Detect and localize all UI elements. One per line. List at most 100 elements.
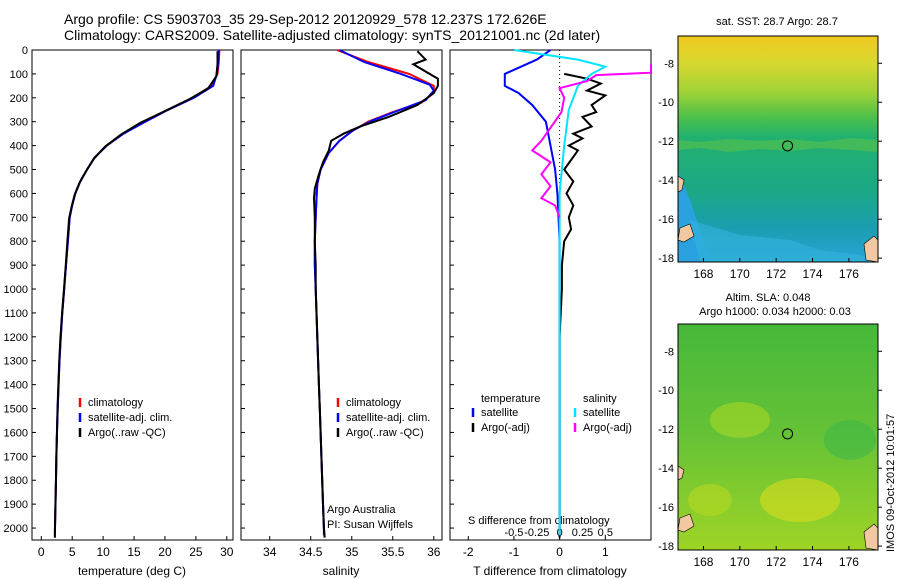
salinity-panel bbox=[240, 49, 443, 541]
x-tick-label: 0 bbox=[556, 545, 563, 559]
temperature-panel bbox=[31, 49, 234, 541]
map-y-tick-label: -14 bbox=[658, 175, 674, 187]
difference-xlabel: T difference from climatology bbox=[473, 564, 627, 578]
legend-satellite-adj: satellite-adj. clim. bbox=[346, 412, 430, 424]
map-x-tick-label: 170 bbox=[730, 267, 750, 281]
series-line-argo-adj- bbox=[558, 72, 608, 538]
y-tick-label: 1100 bbox=[4, 308, 28, 320]
y-tick-label: 1400 bbox=[4, 380, 28, 392]
legend-header-salinity: salinity bbox=[583, 393, 617, 405]
legend-climatology: climatology bbox=[346, 397, 402, 409]
map-y-tick-label: -12 bbox=[658, 424, 674, 436]
map-y-tick-label: -10 bbox=[658, 385, 674, 397]
y-tick-label: 400 bbox=[10, 141, 28, 153]
map-y-tick-label: -18 bbox=[658, 253, 674, 265]
y-tick-label: 100 bbox=[10, 69, 28, 81]
y-tick-label: 500 bbox=[10, 165, 28, 177]
y-tick-label: 900 bbox=[10, 260, 28, 272]
series-line-satellite-adj-clim- bbox=[313, 49, 436, 536]
argo-position-marker bbox=[782, 140, 794, 152]
series-line-climatology bbox=[313, 49, 435, 538]
s-tick-label: 0.25 bbox=[572, 527, 593, 539]
map-x-tick-label: 172 bbox=[766, 267, 786, 281]
series-line-satellite-adj-clim- bbox=[53, 49, 220, 536]
y-tick-label: 1700 bbox=[4, 451, 28, 463]
legend-t-satellite: satellite bbox=[481, 407, 518, 419]
temperature-legend: climatology satellite-adj. clim. Argo(..… bbox=[78, 397, 172, 439]
y-tick-label: 1600 bbox=[4, 427, 28, 439]
y-tick-label: 1800 bbox=[4, 475, 28, 487]
x-tick-label: 10 bbox=[96, 545, 110, 559]
series-line-argo-raw-qc- bbox=[312, 50, 439, 538]
series-line-argo-adj- bbox=[530, 64, 652, 218]
y-tick-label: 600 bbox=[10, 188, 28, 200]
figure-title-line2: Climatology: CARS2009. Satellite-adjuste… bbox=[64, 27, 601, 43]
map-y-tick-label: -16 bbox=[658, 502, 674, 514]
map-x-tick-label: 168 bbox=[693, 267, 713, 281]
credit-pi: PI: Susan Wijffels bbox=[327, 519, 413, 531]
y-tick-label: 2000 bbox=[4, 523, 28, 535]
sst-map bbox=[677, 35, 879, 263]
x-tick-label: 34 bbox=[263, 545, 277, 559]
figure-title-line1: Argo profile: CS 5903703_35 29-Sep-2012 … bbox=[64, 11, 547, 27]
legend-climatology: climatology bbox=[88, 397, 144, 409]
x-tick-label: 34.5 bbox=[299, 545, 323, 559]
y-tick-label: 0 bbox=[22, 45, 28, 57]
s-tick-label: 0.5 bbox=[598, 527, 613, 539]
s-difference-label: S difference from climatology bbox=[468, 515, 610, 527]
argo-position-marker bbox=[782, 428, 794, 440]
y-tick-label: 1200 bbox=[4, 332, 28, 344]
map-y-tick-label: -8 bbox=[664, 58, 674, 70]
map-y-tick-label: -12 bbox=[658, 136, 674, 148]
y-tick-label: 300 bbox=[10, 117, 28, 129]
legend-s-argo: Argo(-adj) bbox=[583, 422, 632, 434]
chart-marks: 0 5 10 15 20 25 300100200300400500600700800900… bbox=[4, 45, 882, 569]
x-tick-label: 36 bbox=[427, 545, 441, 559]
y-tick-label: 700 bbox=[10, 212, 28, 224]
map-y-tick-label: -18 bbox=[658, 541, 674, 553]
legend-satellite-adj: satellite-adj. clim. bbox=[88, 412, 172, 424]
x-tick-label: -1 bbox=[509, 545, 520, 559]
salinity-legend: climatology satellite-adj. clim. Argo(..… bbox=[327, 397, 430, 531]
temperature-xlabel: temperature (deg C) bbox=[78, 564, 186, 578]
x-tick-label: 35 bbox=[345, 545, 359, 559]
sla-map-title: Altim. SLA: 0.048 bbox=[726, 292, 811, 304]
map-y-tick-label: -10 bbox=[658, 97, 674, 109]
s-tick-label: -0.5 bbox=[504, 527, 523, 539]
difference-panel bbox=[449, 49, 652, 541]
series-line-climatology bbox=[53, 49, 221, 538]
credit-institution: Argo Australia bbox=[327, 504, 396, 516]
x-tick-label: 15 bbox=[127, 545, 141, 559]
s-tick-label: -0.25 bbox=[524, 527, 549, 539]
y-tick-label: 800 bbox=[10, 236, 28, 248]
x-tick-label: 20 bbox=[158, 545, 172, 559]
x-tick-label: 35.5 bbox=[381, 545, 405, 559]
map-y-tick-label: -14 bbox=[658, 463, 674, 475]
sst-map-title: sat. SST: 28.7 Argo: 28.7 bbox=[716, 16, 838, 28]
x-tick-label: 0 bbox=[38, 545, 45, 559]
map-x-tick-label: 168 bbox=[693, 555, 713, 569]
difference-legend: temperature salinity satellite Argo(-adj… bbox=[468, 393, 632, 527]
map-x-tick-label: 176 bbox=[839, 555, 859, 569]
series-line-satellite bbox=[513, 49, 609, 536]
x-tick-label: 25 bbox=[189, 545, 203, 559]
series-line-satellite bbox=[503, 49, 561, 536]
series-line-argo-raw-qc- bbox=[53, 51, 219, 538]
y-tick-label: 200 bbox=[10, 93, 28, 105]
map-y-tick-label: -8 bbox=[664, 346, 674, 358]
x-tick-label: 5 bbox=[69, 545, 76, 559]
legend-argo: Argo(..raw -QC) bbox=[346, 427, 424, 439]
map-x-tick-label: 172 bbox=[766, 555, 786, 569]
x-tick-label: 30 bbox=[220, 545, 234, 559]
y-tick-label: 1500 bbox=[4, 404, 28, 416]
y-tick-label: 1300 bbox=[4, 356, 28, 368]
x-tick-label: 1 bbox=[602, 545, 609, 559]
salinity-xlabel: salinity bbox=[323, 564, 360, 578]
map-x-tick-label: 174 bbox=[803, 267, 823, 281]
y-tick-label: 1900 bbox=[4, 499, 28, 511]
sla-map bbox=[677, 323, 879, 551]
y-tick-label: 1000 bbox=[4, 284, 28, 296]
legend-t-argo: Argo(-adj) bbox=[481, 422, 530, 434]
map-x-tick-label: 176 bbox=[839, 267, 859, 281]
